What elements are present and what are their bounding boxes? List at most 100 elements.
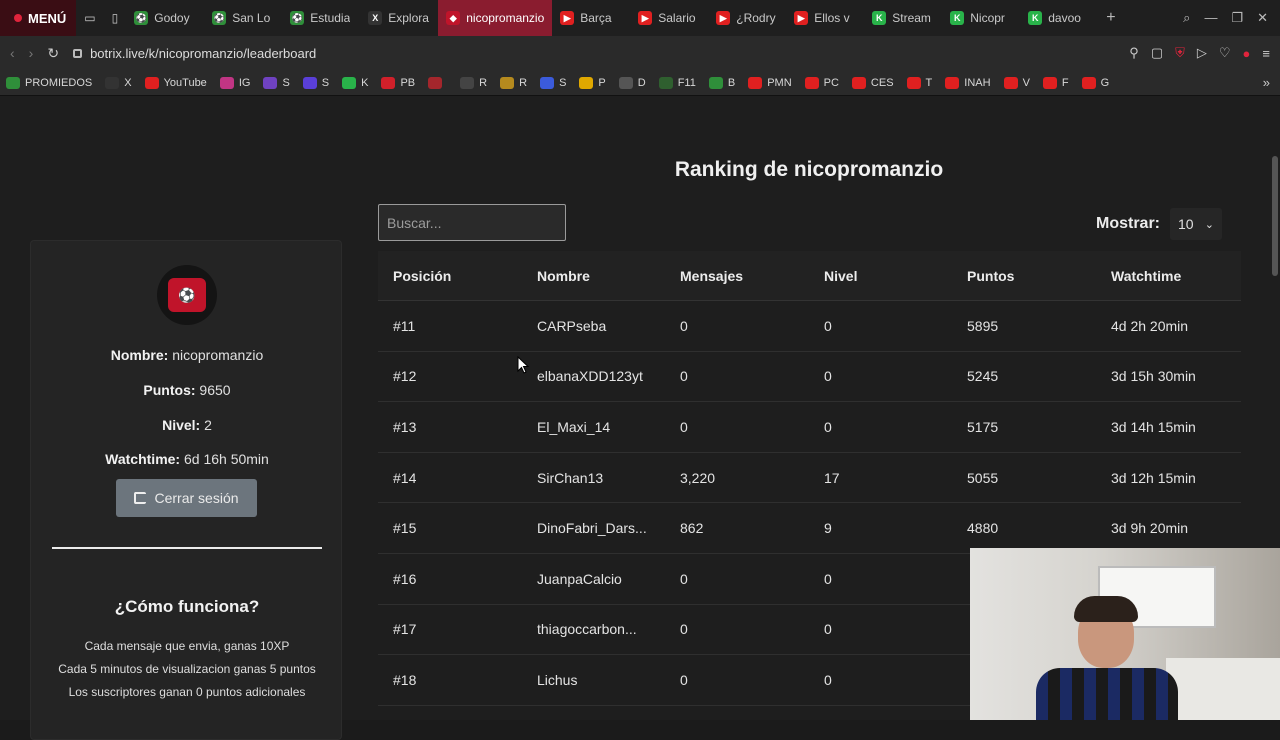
column-header-level[interactable]: Nivel (824, 267, 858, 284)
bookmark-item[interactable]: D (618, 76, 646, 89)
bookmark-icon (381, 76, 396, 89)
bookmark-item[interactable]: R (460, 76, 487, 89)
minimize-icon[interactable]: — (1204, 10, 1218, 25)
bookmark-item[interactable]: PB (381, 76, 416, 89)
bookmark-item[interactable]: P (579, 76, 606, 89)
browser-tab[interactable]: X Explora (360, 0, 438, 36)
cell-points: 5055 (967, 469, 999, 486)
bookmark-item[interactable]: G (1081, 76, 1109, 89)
bookmark-icon (540, 76, 555, 89)
bookmark-item[interactable]: CES (851, 76, 894, 89)
browser-tab[interactable]: ◆ nicopromanzio (438, 0, 553, 36)
heart-icon[interactable]: ♡ (1218, 45, 1231, 60)
column-header-watchtime[interactable]: Watchtime (1111, 267, 1182, 284)
bookmark-item[interactable]: S (540, 76, 566, 89)
bookmark-item[interactable]: V (1003, 76, 1030, 89)
easy-setup-icon[interactable]: ≡ (1262, 45, 1270, 61)
bookmark-label: S (282, 76, 290, 89)
new-tab-button[interactable]: + (1106, 9, 1116, 26)
bookmark-item[interactable]: T (906, 76, 932, 89)
bookmark-item[interactable]: R (500, 76, 527, 89)
browser-tab[interactable]: ▶ Ellos v (786, 0, 864, 36)
bookmark-icon (748, 76, 763, 89)
column-header-points[interactable]: Puntos (967, 267, 1015, 284)
table-row: #18 Lichus 0 0 (378, 655, 1241, 706)
mouse-cursor-icon (517, 356, 530, 374)
bookmark-item[interactable]: X (105, 76, 132, 89)
pin-icon[interactable]: ⚲ (1129, 45, 1139, 60)
bookmark-item[interactable]: INAH (945, 76, 991, 89)
page-size-control: Mostrar: 10 ⌄ (1096, 208, 1223, 240)
cell-position: #11 (393, 317, 416, 334)
bookmark-item[interactable]: F11 (658, 76, 696, 89)
reload-icon[interactable]: ↻ (47, 44, 60, 61)
bookmark-item[interactable]: YouTube (144, 76, 207, 89)
bookmark-label: PB (400, 76, 416, 89)
bookmark-item[interactable]: S (302, 76, 330, 89)
profile-watchtime-value: 6d 16h 50min (183, 451, 269, 467)
browser-tab[interactable]: K Nicopr (942, 0, 1020, 36)
bookmark-item[interactable]: F (1042, 76, 1069, 89)
bookmark-icon (906, 76, 921, 89)
profile-watchtime-line: Watchtime: 6d 16h 50min (31, 451, 343, 467)
forward-icon[interactable]: › (28, 45, 34, 61)
table-body: #11 CARPseba 0 0 5895 4d 2h 20min #12 elbanaXDD… (378, 301, 1241, 706)
browser-tab[interactable]: ⚽ San Lo (204, 0, 282, 36)
bookmark-item[interactable]: S (263, 76, 290, 89)
webcam-bed (1166, 658, 1280, 720)
cell-name: elbanaXDD123yt (537, 368, 643, 385)
browser-tab[interactable]: ▶ ¿Rodry (708, 0, 786, 36)
browser-tab[interactable]: ⚽ Estudia (282, 0, 360, 36)
bookmark-item[interactable] (428, 76, 447, 89)
shield-icon[interactable]: ⛨ (1175, 45, 1185, 60)
browser-tab[interactable]: K Stream (864, 0, 942, 36)
maximize-icon[interactable]: ❐ (1231, 10, 1244, 25)
page-size-select[interactable]: 10 ⌄ (1170, 208, 1223, 240)
tab-list: ⚽ Godoy ⚽ San Lo ⚽ Estudia X Explora ◆ nicoproman… (126, 0, 1098, 36)
column-header-position[interactable]: Posición (393, 267, 452, 284)
webcam-person-shirt (1036, 668, 1178, 720)
url-field[interactable]: botrix.live/k/nicopromanzio/leaderboard (73, 46, 316, 61)
opera-logo-icon (14, 14, 22, 22)
browser-tab-label: Barça (580, 11, 612, 25)
close-icon[interactable]: ✕ (1257, 10, 1268, 25)
profile-avatar-icon[interactable]: ● (1242, 45, 1251, 61)
soccer-icon: ⚽ (290, 11, 305, 25)
back-icon[interactable]: ‹ (10, 45, 15, 61)
bookmarks-more-icon[interactable]: » (1262, 75, 1270, 90)
cell-points: 4880 (967, 520, 999, 537)
bookmark-icon (219, 76, 234, 89)
bookmark-item[interactable]: IG (219, 76, 250, 89)
bookmark-item[interactable]: PC (804, 76, 839, 89)
kick-icon: K (1028, 11, 1043, 25)
bookmark-item[interactable]: PMN (748, 76, 792, 89)
page-scrollbar[interactable] (1272, 156, 1278, 276)
table-row: #16 JuanpaCalcio 0 0 (378, 554, 1241, 605)
column-header-messages[interactable]: Mensajes (680, 267, 744, 284)
browser-tab-label: Salario (658, 11, 696, 25)
browser-tab[interactable]: ▶ Salario (630, 0, 708, 36)
browser-tab-label: Explora (388, 11, 429, 25)
browser-menu-button[interactable]: MENÚ (0, 0, 77, 36)
kick-icon: K (950, 11, 965, 25)
table-row: #14 SirChan13 3,220 17 5055 3d 12h 15min (378, 453, 1241, 504)
bookmark-label: S (321, 76, 330, 89)
profile-level-value: 2 (204, 417, 212, 433)
snapshot-icon[interactable]: ▢ (1150, 45, 1164, 60)
bookmark-list: PROMIEDOS X YouTube IG S S K PB R R S P D F11 B PMN PC CE… (6, 76, 1122, 89)
bookmark-label: K (361, 76, 369, 89)
bookmark-item[interactable]: B (708, 76, 735, 89)
browser-tab[interactable]: ▶ Barça (552, 0, 630, 36)
search-tabs-icon[interactable]: ⌕ (1183, 10, 1191, 25)
cell-watchtime: 3d 15h 30min (1111, 368, 1196, 385)
logout-button[interactable]: Cerrar sesión (116, 479, 257, 517)
browser-tab[interactable]: ⚽ Godoy (126, 0, 204, 36)
bookmark-item[interactable]: K (342, 76, 369, 89)
bookmark-item[interactable]: PROMIEDOS (6, 76, 92, 89)
workspaces-icon[interactable]: ▭ (84, 11, 96, 25)
search-input[interactable] (378, 204, 566, 241)
send-icon[interactable]: ▷ (1196, 45, 1207, 60)
tab-icon[interactable]: ▯ (111, 11, 119, 25)
column-header-name[interactable]: Nombre (537, 267, 590, 284)
